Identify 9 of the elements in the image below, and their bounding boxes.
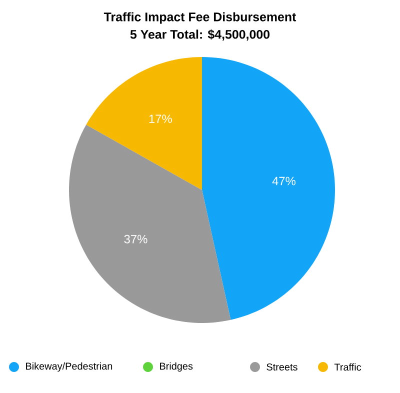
legend-label: Streets — [266, 363, 298, 371]
data-label: 37% — [124, 234, 148, 244]
legend-label: Bridges — [160, 362, 193, 372]
legend-label: Traffic — [334, 363, 362, 371]
chart-title: Traffic Impact Fee Disbursement — [104, 12, 296, 24]
chart-subtitle: 5 Year Total: $4,500,000 — [130, 29, 270, 41]
data-label: 47% — [272, 176, 296, 186]
legend-label: Bikeway/Pedestrian — [26, 362, 112, 372]
data-label: 17% — [149, 114, 172, 123]
